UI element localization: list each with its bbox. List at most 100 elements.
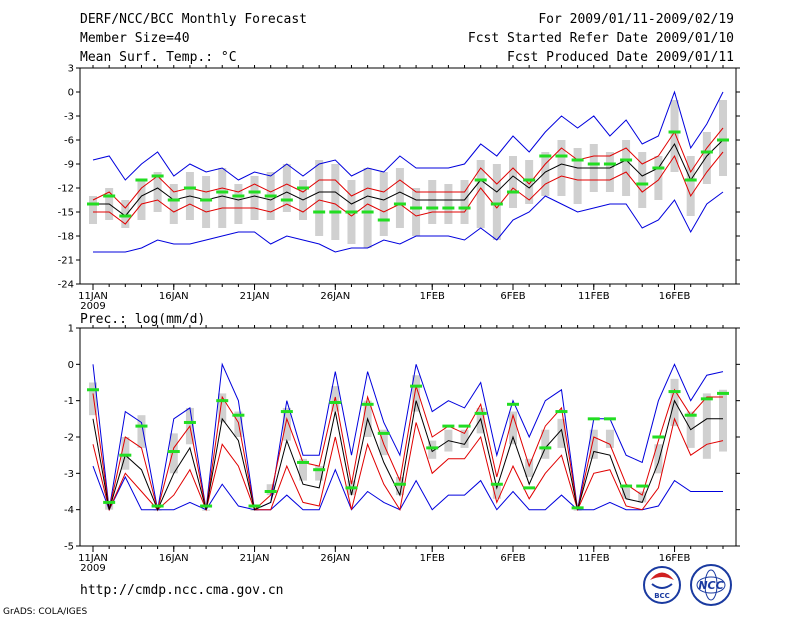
grads-credit: GrADS: COLA/IGES	[3, 607, 87, 617]
member-spread-box	[169, 184, 178, 224]
y-tick-label: -24	[58, 280, 74, 291]
ensemble-max-line	[92, 90, 724, 181]
member-spread-box	[460, 429, 469, 448]
member-spread-box	[395, 168, 404, 228]
observed-marker	[119, 453, 132, 457]
member-spread-box	[234, 184, 243, 224]
member-spread-box	[202, 176, 211, 228]
observed-marker	[539, 154, 552, 158]
member-spread-box	[525, 458, 534, 477]
forecast-period: For 2009/01/11-2009/02/19	[538, 12, 734, 27]
observed-marker	[151, 504, 164, 508]
member-spread-box	[121, 437, 130, 470]
figure-title: DERF/NCC/BCC Monthly Forecast	[80, 12, 307, 27]
observed-marker	[313, 468, 326, 472]
observed-marker	[297, 186, 309, 190]
observed-marker	[700, 150, 713, 154]
y-tick-label: -21	[58, 256, 74, 267]
observed-marker	[717, 138, 729, 142]
plot-frame	[79, 67, 737, 285]
member-spread-box	[121, 200, 130, 228]
member-spread-box	[492, 164, 501, 240]
observed-marker	[652, 435, 665, 439]
member-spread-box	[509, 411, 517, 445]
observed-marker	[103, 500, 116, 504]
observed-marker	[345, 486, 358, 490]
member-spread-box	[395, 476, 404, 496]
bcc-logo: BCC	[643, 566, 681, 604]
x-tick-label: 26JAN	[320, 553, 350, 564]
bcc-logo-swirl-icon	[650, 572, 674, 580]
member-spread-box	[379, 172, 388, 236]
member-spread-box	[379, 429, 388, 456]
member-spread-box	[719, 100, 727, 176]
observed-marker	[345, 210, 358, 214]
bcc-logo-arc-icon	[651, 583, 673, 589]
y-tick-label: 0	[68, 88, 74, 99]
observed-marker	[571, 506, 584, 510]
x-tick-label: 11JAN	[78, 553, 108, 564]
bcc-logo-ring	[643, 566, 681, 604]
observed-marker	[377, 431, 390, 435]
observed-marker	[119, 214, 132, 218]
member-spread-box	[686, 156, 695, 216]
observed-marker	[474, 178, 487, 182]
ensemble-min-line	[93, 191, 724, 253]
member-spread-box	[638, 491, 647, 503]
y-tick-label: -2	[64, 433, 74, 444]
source-url: http://cmdp.ncc.cma.gov.cn	[80, 583, 284, 598]
observed-marker	[410, 384, 423, 388]
observed-marker	[442, 424, 455, 428]
x-tick-label: 21JAN	[240, 291, 270, 302]
observed-marker	[232, 194, 245, 198]
ncc-logo-meridian-icon	[704, 569, 718, 601]
member-spread-box	[218, 393, 227, 423]
forecast-produced-date: Fcst Produced Date 2009/01/11	[507, 50, 734, 65]
member-spread-box	[557, 140, 566, 196]
member-spread-box	[605, 152, 614, 192]
observed-marker	[587, 417, 600, 421]
forecast-start-date: Fcst Started Refer Date 2009/01/10	[468, 31, 734, 46]
member-spread-box	[428, 180, 437, 224]
observed-marker	[280, 410, 293, 414]
member-size: Member Size=40	[80, 31, 190, 46]
member-spread-box	[589, 429, 598, 459]
observed-marker	[555, 154, 568, 158]
y-tick-label: -6	[64, 136, 74, 147]
observed-marker	[87, 202, 99, 206]
y-tick-label: -3	[64, 112, 74, 123]
x-tick-label: 26JAN	[320, 291, 350, 302]
ncc-logo-ring	[690, 564, 732, 606]
y-tick-label: -18	[58, 232, 74, 243]
member-spread-box	[250, 176, 259, 220]
y-tick-label: -4	[64, 505, 74, 516]
observed-marker	[668, 130, 681, 134]
member-spread-box	[557, 418, 566, 448]
observed-marker	[490, 482, 503, 486]
observed-marker	[135, 424, 148, 428]
x-tick-label: 16FEB	[659, 553, 691, 564]
member-spread-box	[719, 389, 727, 452]
member-spread-box	[605, 429, 614, 448]
observed-marker	[297, 460, 309, 464]
observed-marker	[490, 202, 503, 206]
y-tick-label: -3	[64, 469, 74, 480]
member-spread-box	[622, 140, 631, 196]
member-spread-box	[331, 164, 340, 240]
observed-marker	[620, 484, 633, 488]
observed-marker	[587, 162, 600, 166]
observed-marker	[523, 178, 536, 182]
member-spread-box	[315, 160, 324, 236]
member-spread-box	[541, 429, 550, 459]
x-tick-label: 11JAN	[78, 291, 108, 302]
observed-marker	[410, 206, 423, 210]
ensemble-mean-line	[92, 399, 723, 511]
ensemble-min-line	[92, 465, 723, 511]
observed-marker	[603, 162, 616, 166]
observed-marker	[264, 490, 277, 493]
observed-marker	[200, 198, 213, 202]
ensemble-max-line	[92, 362, 724, 511]
member-spread-box	[218, 168, 227, 228]
member-spread-box	[525, 160, 534, 204]
